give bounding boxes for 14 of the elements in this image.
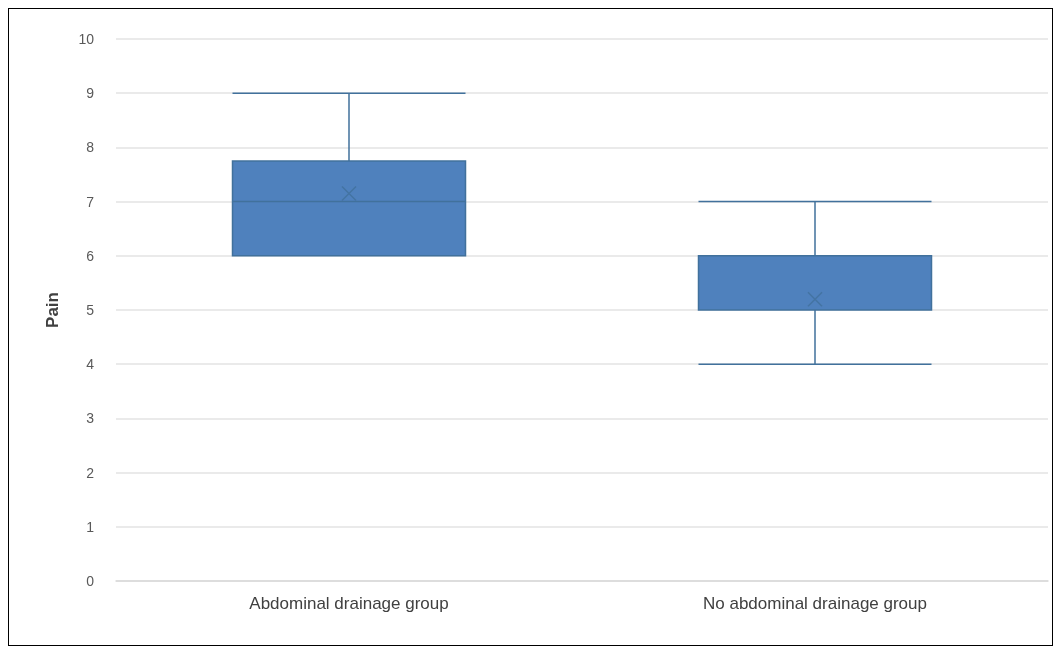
y-tick-label: 9 (86, 85, 95, 102)
y-tick-label: 10 (78, 31, 95, 47)
x-tick-label: No abdominal drainage group (703, 594, 927, 613)
y-tick-label: 4 (86, 356, 95, 373)
y-tick-label: 3 (86, 410, 95, 427)
y-tick-label: 8 (86, 139, 95, 156)
y-tick-label: 7 (86, 193, 95, 210)
x-tick-label: Abdominal drainage group (249, 594, 449, 613)
y-tick-label: 0 (86, 573, 95, 589)
y-axis-title: Pain (43, 292, 62, 328)
y-tick-label: 1 (86, 518, 95, 535)
y-tick-label: 6 (86, 247, 95, 264)
y-tick-label: 5 (86, 302, 95, 318)
y-tick-label: 2 (86, 464, 95, 481)
